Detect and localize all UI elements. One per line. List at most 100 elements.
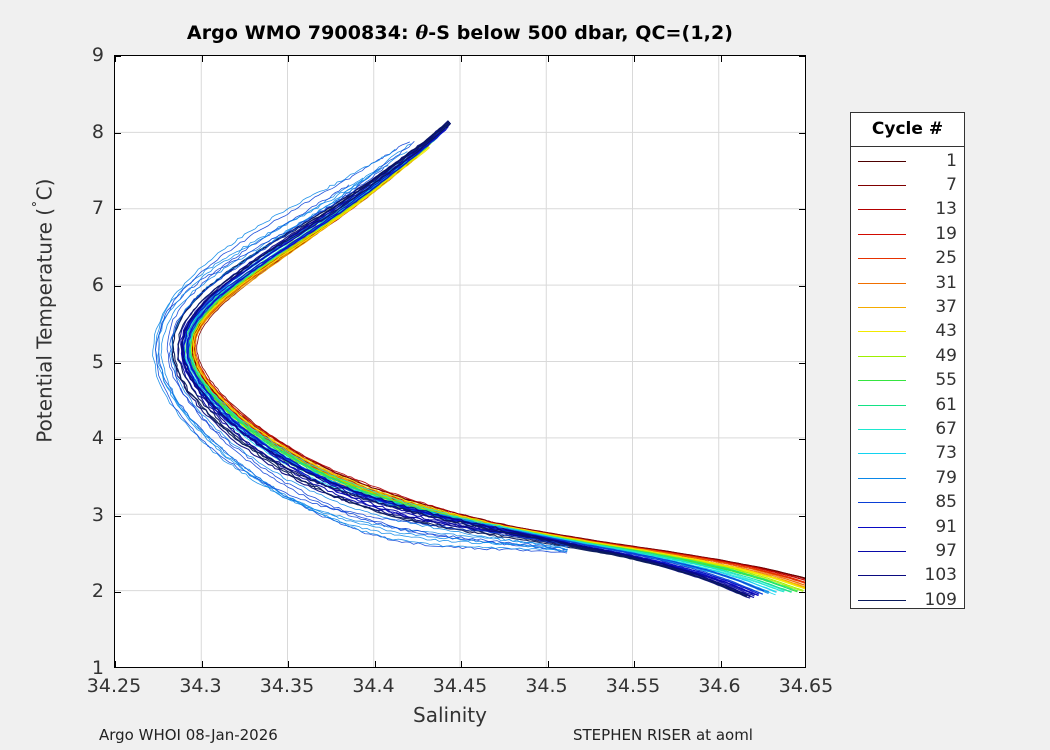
x-tick-top: [720, 56, 722, 62]
y-tick: [115, 592, 121, 594]
legend-item[interactable]: 37: [851, 295, 964, 319]
legend-item[interactable]: 1: [851, 149, 964, 173]
legend-line-swatch: [858, 355, 906, 357]
legend-item-label: 43: [935, 321, 957, 342]
legend-item-label: 31: [935, 272, 957, 293]
x-tick-label: 34.3: [179, 675, 222, 697]
x-tick: [461, 661, 462, 667]
y-tick: [115, 439, 121, 441]
y-tick-label: 4: [91, 427, 104, 450]
x-axis-title: Salinity: [413, 703, 487, 727]
x-tick-label: 34.5: [525, 675, 568, 697]
legend-swatch-wrap: [851, 453, 913, 455]
legend-line-swatch: [858, 526, 906, 528]
legend-item-label: 19: [935, 223, 957, 244]
x-tick-top: [201, 56, 203, 62]
legend-item[interactable]: 91: [851, 515, 964, 539]
y-tick-label: 3: [91, 503, 104, 526]
legend-item[interactable]: 61: [851, 393, 964, 417]
legend-item[interactable]: 43: [851, 320, 964, 344]
y-tick: [115, 515, 121, 517]
plot-area: [114, 55, 806, 668]
legend-swatch-wrap: [851, 575, 913, 577]
legend-line-swatch: [858, 258, 906, 260]
legend-swatch-wrap: [851, 477, 913, 479]
x-tick-top: [288, 56, 289, 62]
y-tick-right: [799, 592, 805, 594]
legend-swatch-wrap: [851, 307, 913, 309]
legend-line-swatch: [858, 453, 906, 455]
legend-item[interactable]: 49: [851, 344, 964, 368]
y-tick-label: 5: [91, 350, 104, 373]
y-tick: [115, 209, 121, 211]
y-tick-right: [799, 209, 805, 211]
legend-swatch-wrap: [851, 599, 913, 601]
x-tick: [547, 661, 549, 667]
legend-swatch-wrap: [851, 258, 913, 260]
legend-swatch-wrap: [851, 526, 913, 528]
y-tick: [115, 362, 121, 364]
legend-item[interactable]: 31: [851, 271, 964, 295]
legend-swatch-wrap: [851, 428, 913, 430]
legend-item[interactable]: 73: [851, 442, 964, 466]
legend-line-swatch: [858, 160, 906, 162]
data-layer: [152, 120, 805, 599]
x-tick-top: [115, 56, 116, 62]
legend-item[interactable]: 55: [851, 369, 964, 393]
legend-item-label: 25: [935, 248, 957, 269]
legend-item-label: 37: [935, 297, 957, 318]
legend-item[interactable]: 7: [851, 173, 964, 197]
legend-item[interactable]: 25: [851, 247, 964, 271]
legend-swatch-wrap: [851, 502, 913, 504]
legend-swatch-wrap: [851, 550, 913, 552]
legend-swatch-wrap: [851, 355, 913, 357]
y-tick-right: [799, 285, 805, 287]
x-tick: [288, 661, 289, 667]
legend-item[interactable]: 19: [851, 222, 964, 246]
legend-items: 1 7 13 19 25 31 37 43 49 55 61 67 73 79 85 91 97 103 109: [851, 147, 964, 612]
legend-item-label: 73: [935, 443, 957, 464]
legend-swatch-wrap: [851, 282, 913, 284]
x-tick: [634, 661, 635, 667]
legend-item[interactable]: 79: [851, 466, 964, 490]
legend-line-swatch: [858, 307, 906, 309]
legend-line-swatch: [858, 502, 906, 504]
x-tick: [374, 661, 376, 667]
legend-line-swatch: [858, 477, 906, 479]
legend-item[interactable]: 13: [851, 198, 964, 222]
legend-line-swatch: [858, 233, 906, 235]
y-tick-right: [799, 132, 805, 134]
legend-line-swatch: [858, 599, 906, 601]
legend-item-label: 1: [946, 150, 957, 171]
x-tick-label: 34.4: [352, 675, 395, 697]
legend-line-swatch: [858, 331, 906, 333]
legend-swatch-wrap: [851, 209, 913, 211]
legend-item-label: 103: [924, 565, 957, 586]
legend-item[interactable]: 109: [851, 588, 964, 612]
chart-title: Argo WMO 7900834: θ-S below 500 dbar, QC…: [114, 22, 806, 44]
y-tick-label: 9: [91, 44, 104, 66]
legend-swatch-wrap: [851, 233, 913, 235]
y-tick-right: [799, 515, 805, 517]
legend-item-label: 13: [935, 199, 957, 220]
legend-item-label: 61: [935, 394, 957, 415]
x-tick-top: [634, 56, 635, 62]
footer-left-text: Argo WHOI 08-Jan-2026: [99, 726, 278, 744]
legend-item[interactable]: 103: [851, 564, 964, 588]
legend-item-label: 85: [935, 492, 957, 513]
legend-line-swatch: [858, 282, 906, 284]
theta-symbol: θ: [415, 22, 429, 44]
legend-item-label: 7: [946, 175, 957, 196]
legend-panel: Cycle # 1 7 13 19 25 31 37 43 49 55 61 67 73 79 85 91 97…: [850, 112, 965, 609]
legend-item[interactable]: 67: [851, 417, 964, 441]
y-tick-label: 8: [91, 120, 104, 143]
x-tick-label: 34.55: [605, 675, 661, 697]
y-tick-right: [799, 56, 805, 57]
x-tick-label: 34.65: [778, 675, 834, 697]
legend-item[interactable]: 85: [851, 490, 964, 514]
legend-item-label: 109: [924, 589, 957, 610]
legend-item[interactable]: 97: [851, 539, 964, 563]
legend-swatch-wrap: [851, 380, 913, 382]
x-tick-top: [547, 56, 549, 62]
